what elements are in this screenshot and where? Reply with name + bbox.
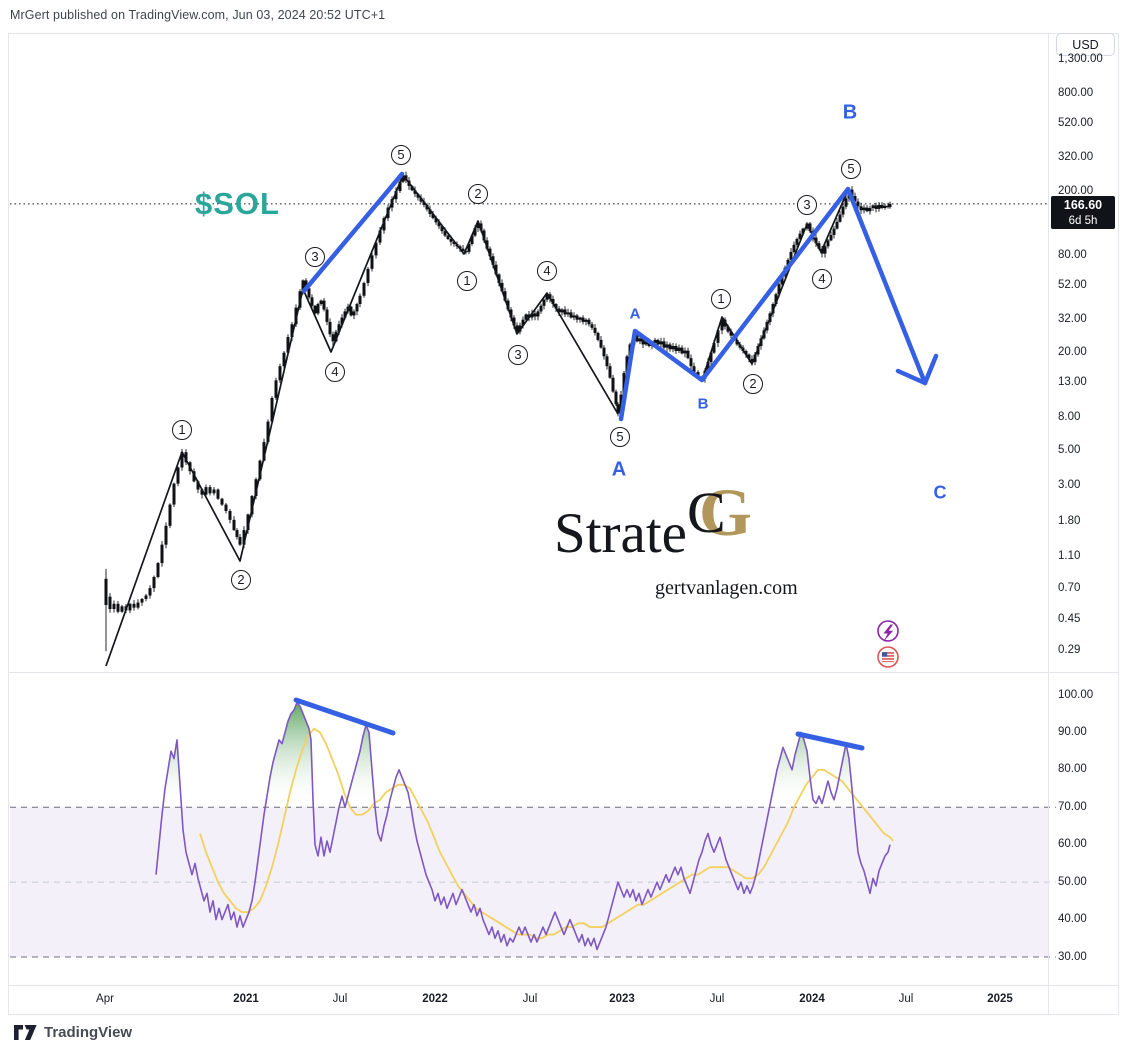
time-axis-label: Jul (898, 993, 914, 1005)
brand-monogram-c: C (686, 480, 726, 545)
wave-letter-label: C (933, 482, 947, 503)
tradingview-logo-text: TradingView (44, 1024, 133, 1041)
price-tick-label: 0.45 (1058, 612, 1081, 625)
tradingview-logo-icon (14, 1024, 37, 1040)
wave-circle-label: 5 (391, 145, 411, 165)
price-tick-label: 0.29 (1058, 643, 1081, 656)
wave-circle-label: 3 (305, 247, 325, 267)
price-tick-label: 80.00 (1058, 248, 1087, 261)
price-tick-label: 20.00 (1058, 346, 1087, 359)
time-axis-label: 2025 (987, 993, 1013, 1005)
last-price-value: 166.60 (1063, 198, 1103, 212)
price-tick-label: 8.00 (1058, 410, 1081, 423)
time-axis-label: Jul (709, 993, 725, 1005)
symbol-label: $SOL (195, 186, 280, 221)
bar-countdown: 6d 5h (1068, 214, 1098, 227)
wave-circle-label: 1 (457, 271, 477, 291)
rsi-tick-label: 100.00 (1058, 688, 1094, 701)
rsi-tick-label: 60.00 (1058, 838, 1087, 851)
price-tick-label: 0.70 (1058, 581, 1081, 594)
time-axis-label: Jul (332, 993, 348, 1005)
rsi-tick-label: 40.00 (1058, 913, 1087, 926)
price-tick-label: 5.00 (1058, 443, 1081, 456)
wave-circle-label: 3 (508, 345, 528, 365)
price-tick-label: 1.10 (1058, 549, 1081, 562)
rsi-tick-label: 90.00 (1058, 725, 1087, 738)
rsi-tick-label: 70.00 (1058, 800, 1087, 813)
price-tick-label: 320.00 (1058, 151, 1094, 164)
time-axis-label: 2022 (422, 993, 448, 1005)
wave-circle-label: 4 (812, 269, 832, 289)
wave-circle-label: 2 (468, 184, 488, 204)
rsi-tick-label: 80.00 (1058, 763, 1087, 776)
wave-letter-label: A (629, 305, 641, 323)
wave-circle-label: 5 (841, 159, 861, 179)
price-tick-label: 800.00 (1058, 87, 1094, 100)
price-tick-label: 1.80 (1058, 515, 1081, 528)
price-tick-label: 32.00 (1058, 313, 1087, 326)
wave-letter-label: B (842, 101, 858, 124)
price-tick-label: 200.00 (1058, 184, 1094, 197)
wave-circle-label: 1 (172, 420, 192, 440)
price-tick-label: 3.00 (1058, 479, 1081, 492)
us-flag-event-icon[interactable] (877, 646, 899, 668)
time-axis-label: Jul (522, 993, 538, 1005)
price-tick-label: 13.00 (1058, 376, 1087, 389)
time-axis-label: 2024 (799, 993, 825, 1005)
wave-circle-label: 4 (325, 362, 345, 382)
brand-monogram-g: G (698, 474, 752, 550)
wave-letter-label: B (697, 395, 709, 413)
publication-header: MrGert published on TradingView.com, Jun… (10, 8, 386, 22)
wave-letter-label: A (611, 458, 627, 481)
wave-circle-label: 3 (797, 195, 817, 215)
lightning-event-icon[interactable] (877, 620, 899, 642)
rsi-tick-label: 50.00 (1058, 875, 1087, 888)
rsi-tick-label: 30.00 (1058, 950, 1087, 963)
time-axis-label: 2021 (233, 993, 259, 1005)
time-axis-label: 2023 (609, 993, 635, 1005)
wave-circle-label: 4 (537, 261, 557, 281)
brand-name: Strate (554, 502, 687, 565)
currency-button[interactable]: USD (1056, 33, 1115, 56)
tradingview-attribution[interactable]: TradingView (14, 1024, 132, 1041)
price-tick-label: 1,300.00 (1058, 53, 1103, 66)
time-axis-label: Apr (96, 993, 114, 1005)
wave-circle-label: 2 (743, 374, 763, 394)
price-tick-label: 520.00 (1058, 117, 1094, 130)
brand-website: gertvanlagen.com (655, 577, 798, 599)
last-price-label: 166.60 6d 5h (1051, 196, 1115, 229)
price-tick-label: 52.00 (1058, 279, 1087, 292)
wave-circle-label: 5 (610, 427, 630, 447)
brand-watermark: Strate G C (554, 478, 765, 566)
wave-circle-label: 2 (231, 570, 251, 590)
wave-circle-label: 1 (711, 289, 731, 309)
